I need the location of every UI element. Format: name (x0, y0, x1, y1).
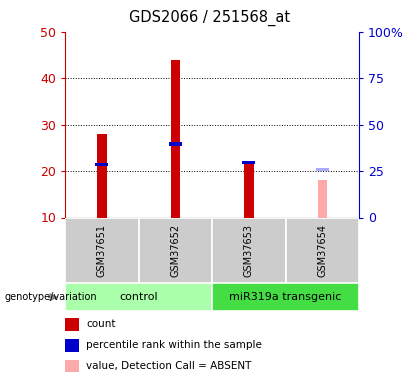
Bar (286, 217, 359, 283)
Text: count: count (86, 320, 116, 329)
Text: miR319a transgenic: miR319a transgenic (229, 292, 342, 302)
Text: control: control (119, 292, 158, 302)
Text: percentile rank within the sample: percentile rank within the sample (86, 340, 262, 350)
Text: GDS2066 / 251568_at: GDS2066 / 251568_at (129, 9, 291, 26)
Bar (318, 180, 327, 218)
Bar (171, 60, 180, 217)
Bar (212, 283, 359, 311)
Bar (212, 217, 286, 283)
Bar (95, 163, 108, 166)
Text: GSM37652: GSM37652 (171, 224, 180, 277)
Bar (139, 217, 212, 283)
Text: GSM37651: GSM37651 (97, 224, 107, 277)
Text: value, Detection Call = ABSENT: value, Detection Call = ABSENT (86, 361, 252, 370)
Text: GSM37653: GSM37653 (244, 224, 254, 277)
Bar (316, 168, 329, 171)
Bar (242, 161, 255, 164)
Bar (65, 217, 139, 283)
Bar (244, 164, 254, 218)
Text: GSM37654: GSM37654 (318, 224, 327, 277)
Text: genotype/variation: genotype/variation (4, 292, 97, 302)
Bar (97, 134, 107, 218)
Bar (169, 142, 182, 146)
Bar (65, 283, 212, 311)
